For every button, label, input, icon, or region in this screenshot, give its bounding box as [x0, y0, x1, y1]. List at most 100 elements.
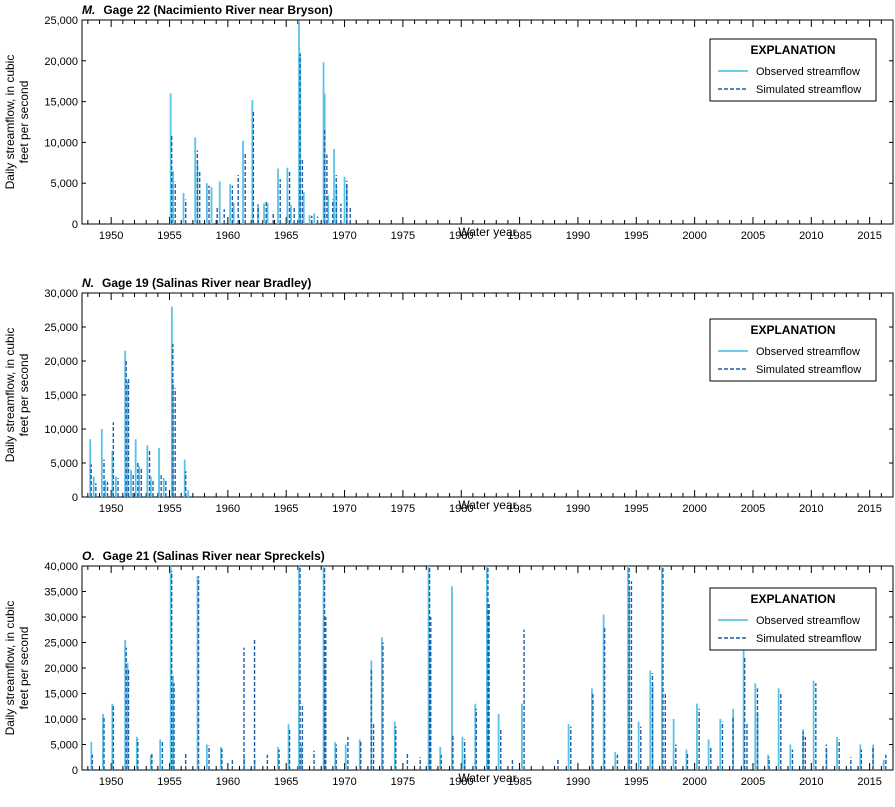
x-tick-label: 1955 — [157, 230, 181, 242]
legend: EXPLANATION Observed streamflow Simulated … — [709, 318, 877, 382]
y-axis-label-line: feet per second — [17, 81, 31, 164]
x-tick-label: 1955 — [157, 776, 181, 788]
x-tick-label: 2015 — [857, 503, 881, 515]
y-tick-label: 5,000 — [50, 458, 78, 470]
panel-n: N. Gage 19 (Salinas River near Bradley) 0 5… — [3, 276, 894, 515]
x-tick-label: 2015 — [857, 230, 881, 242]
series-group — [90, 566, 887, 770]
legend-title: EXPLANATION — [750, 323, 835, 337]
x-axis-label: Water year — [458, 498, 516, 512]
y-axis-label-line: Daily streamflow, in cubic — [3, 328, 17, 463]
y-tick-label: 20,000 — [44, 56, 78, 68]
legend-simulated-label: Simulated streamflow — [756, 364, 861, 376]
y-axis-label-line: feet per second — [17, 354, 31, 437]
x-tick-label: 1970 — [332, 776, 356, 788]
legend-observed-label: Observed streamflow — [756, 615, 860, 627]
x-tick-label: 2005 — [741, 503, 765, 515]
legend: EXPLANATION Observed streamflow Simulated … — [709, 38, 877, 102]
legend-observed-label: Observed streamflow — [756, 66, 860, 78]
plot-frame — [81, 19, 894, 225]
y-tick-label: 40,000 — [44, 561, 78, 573]
series-group — [89, 306, 190, 497]
series-simulated — [90, 344, 187, 497]
x-tick-label: 1990 — [566, 503, 590, 515]
legend-simulated-label: Simulated streamflow — [756, 633, 861, 645]
x-tick-label: 1985 — [507, 776, 531, 788]
y-axis-label: Daily streamflow, in cubicfeet per secon… — [3, 328, 31, 463]
x-tick-label: 1995 — [624, 503, 648, 515]
x-axis-label: Water year — [458, 771, 516, 785]
y-axis-label-line: feet per second — [17, 627, 31, 710]
y-axis-label-line: Daily streamflow, in cubic — [3, 601, 17, 736]
y-tick-label: 30,000 — [44, 612, 78, 624]
panel-letter: N. — [82, 276, 94, 290]
x-tick-label: 1970 — [332, 503, 356, 515]
y-tick-label: 15,000 — [44, 97, 78, 109]
y-tick-label: 30,000 — [44, 288, 78, 300]
x-tick-label: 1955 — [157, 503, 181, 515]
series-simulated — [91, 566, 887, 770]
panel-letter: O. — [82, 549, 95, 563]
x-tick-label: 1985 — [507, 230, 531, 242]
y-tick-label: 0 — [72, 219, 78, 231]
y-tick-label: 25,000 — [44, 322, 78, 334]
panel-title-text: Gage 22 (Nacimiento River near Bryson) — [103, 3, 332, 17]
panel-o: O. Gage 21 (Salinas River near Spreckels)… — [3, 549, 894, 788]
y-axis-label-line: Daily streamflow, in cubic — [3, 55, 17, 190]
panel-title-text: Gage 19 (Salinas River near Bradley) — [102, 276, 311, 290]
legend-simulated-label: Simulated streamflow — [756, 84, 861, 96]
y-tick-label: 0 — [72, 492, 78, 504]
x-tick-label: 2015 — [857, 776, 881, 788]
x-tick-label: 1995 — [624, 230, 648, 242]
y-tick-label: 5,000 — [50, 178, 78, 190]
legend-box — [709, 318, 877, 382]
x-tick-label: 1950 — [99, 776, 123, 788]
legend-observed-label: Observed streamflow — [756, 346, 860, 358]
y-tick-label: 10,000 — [44, 424, 78, 436]
x-tick-label: 1980 — [449, 230, 473, 242]
panel-m: M. Gage 22 (Nacimiento River near Bryson)… — [3, 3, 894, 242]
x-tick-label: 1990 — [566, 776, 590, 788]
series-simulated — [170, 54, 351, 224]
x-tick-label: 2010 — [799, 776, 823, 788]
y-axis-label: Daily streamflow, in cubicfeet per secon… — [3, 601, 31, 736]
x-tick-label: 2000 — [682, 776, 706, 788]
x-tick-label: 1950 — [99, 230, 123, 242]
x-tick-label: 1965 — [274, 503, 298, 515]
x-tick-label: 1950 — [99, 503, 123, 515]
x-tick-label: 1975 — [391, 503, 415, 515]
y-tick-label: 15,000 — [44, 390, 78, 402]
x-axis-label: Water year — [458, 225, 516, 239]
panel-title: O. Gage 21 (Salinas River near Spreckels) — [82, 549, 325, 563]
legend-title: EXPLANATION — [750, 43, 835, 57]
y-tick-label: 20,000 — [44, 356, 78, 368]
x-tick-label: 2005 — [741, 230, 765, 242]
panel-letter: M. — [82, 3, 95, 17]
y-tick-label: 10,000 — [44, 714, 78, 726]
x-tick-label: 2010 — [799, 503, 823, 515]
legend-box — [709, 587, 877, 651]
legend-title: EXPLANATION — [750, 592, 835, 606]
x-tick-label: 1970 — [332, 230, 356, 242]
x-tick-label: 1995 — [624, 776, 648, 788]
x-tick-label: 2000 — [682, 503, 706, 515]
x-tick-label: 2005 — [741, 776, 765, 788]
y-tick-label: 20,000 — [44, 663, 78, 675]
x-tick-label: 1960 — [216, 230, 240, 242]
legend: EXPLANATION Observed streamflow Simulated … — [709, 587, 877, 651]
x-tick-label: 1980 — [449, 776, 473, 788]
legend-box — [709, 38, 877, 102]
y-tick-label: 25,000 — [44, 15, 78, 27]
x-tick-label: 1990 — [566, 230, 590, 242]
y-tick-label: 35,000 — [44, 587, 78, 599]
x-tick-label: 1975 — [391, 776, 415, 788]
panel-title: N. Gage 19 (Salinas River near Bradley) — [82, 276, 311, 290]
x-tick-label: 2000 — [682, 230, 706, 242]
series-observed — [89, 306, 190, 497]
x-tick-label: 1975 — [391, 230, 415, 242]
panel-title: M. Gage 22 (Nacimiento River near Bryson) — [82, 3, 333, 17]
y-tick-label: 25,000 — [44, 638, 78, 650]
x-tick-label: 1960 — [216, 503, 240, 515]
panel-title-text: Gage 21 (Salinas River near Spreckels) — [103, 549, 325, 563]
